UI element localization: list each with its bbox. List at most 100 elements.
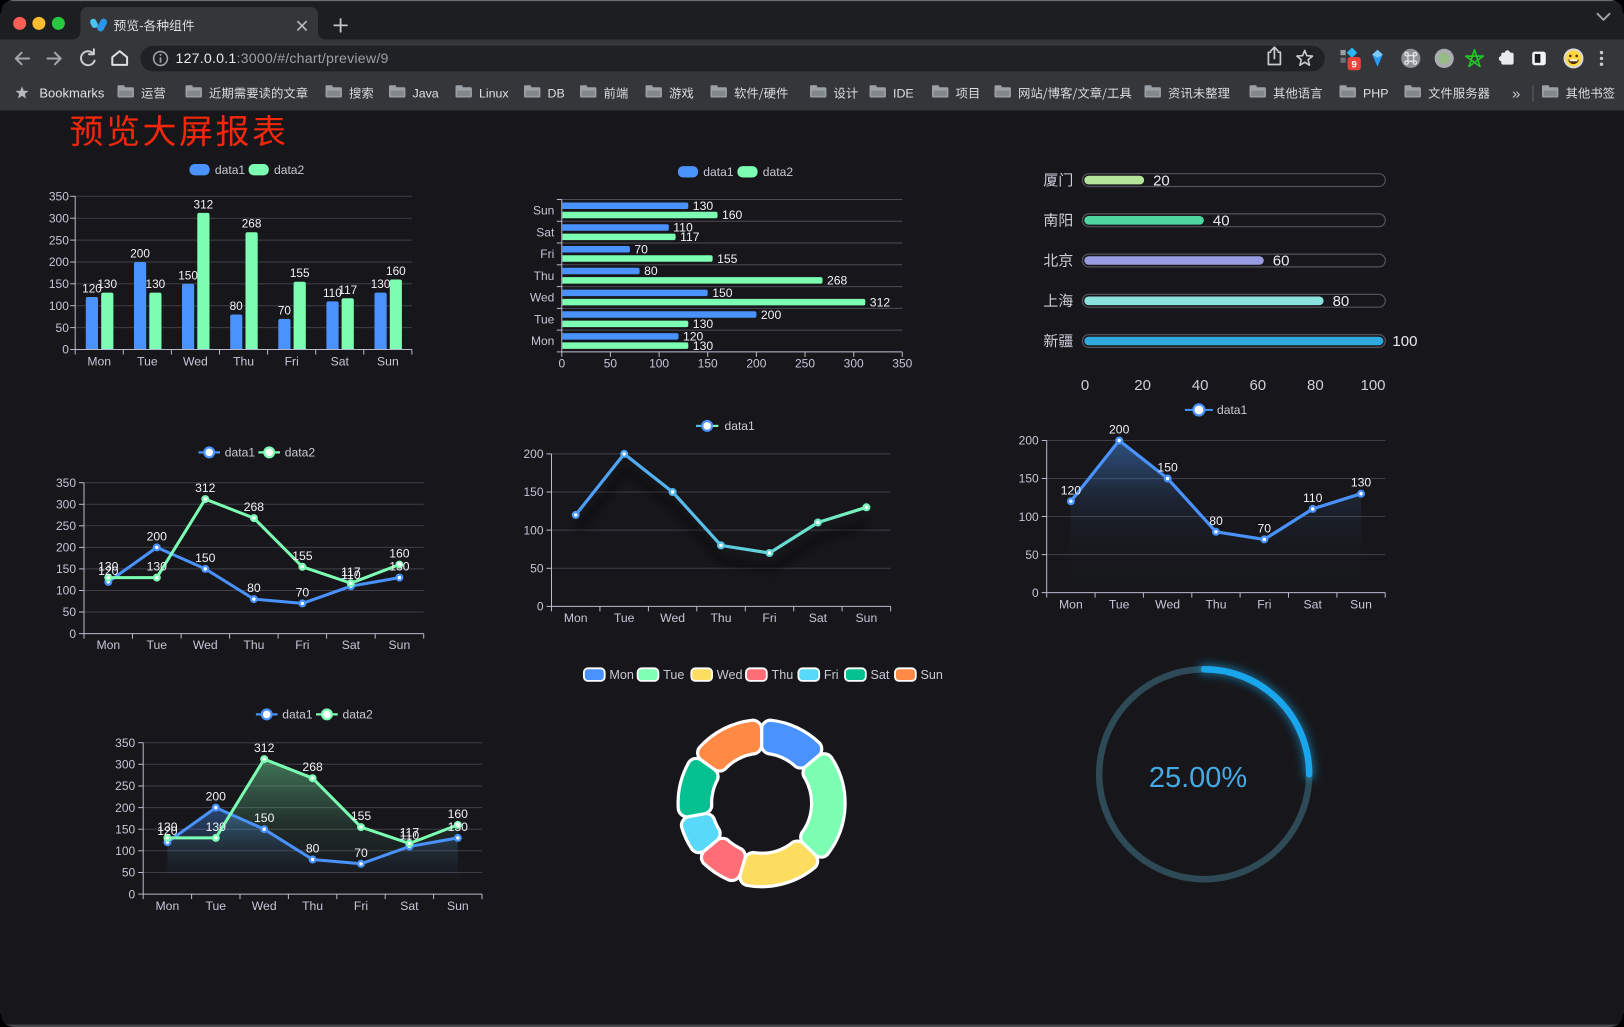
svg-text:Mon: Mon	[87, 355, 111, 369]
svg-text:Mon: Mon	[156, 899, 180, 913]
svg-text:Tue: Tue	[663, 668, 684, 682]
svg-text:20: 20	[1134, 377, 1151, 394]
svg-text:130: 130	[693, 339, 714, 353]
svg-text:150: 150	[254, 811, 275, 825]
svg-text:110: 110	[1303, 491, 1323, 505]
svg-text:Mon: Mon	[564, 611, 588, 625]
svg-text:0: 0	[1081, 377, 1089, 394]
svg-text:110: 110	[341, 568, 361, 582]
svg-text:110: 110	[323, 286, 342, 300]
svg-text:250: 250	[795, 357, 815, 371]
svg-text:50: 50	[56, 321, 70, 335]
svg-text:150: 150	[56, 562, 76, 576]
svg-text:80: 80	[1333, 293, 1350, 310]
svg-text:Thu: Thu	[233, 355, 254, 369]
svg-text:350: 350	[56, 476, 76, 490]
svg-text:Sat: Sat	[400, 899, 419, 913]
svg-text:data2: data2	[343, 708, 374, 722]
svg-text:data1: data1	[282, 708, 313, 722]
svg-text:data2: data2	[763, 165, 794, 179]
svg-text:150: 150	[523, 485, 543, 499]
svg-text:130: 130	[693, 317, 714, 331]
svg-text:268: 268	[302, 760, 323, 774]
svg-text:Thu: Thu	[243, 638, 264, 652]
svg-text:Fri: Fri	[762, 611, 776, 625]
svg-text:150: 150	[1019, 472, 1039, 486]
svg-text:0: 0	[129, 887, 136, 901]
svg-text:20: 20	[1153, 172, 1170, 189]
svg-text:Wed: Wed	[193, 638, 218, 652]
svg-text:80: 80	[247, 581, 261, 595]
svg-text:Sun: Sun	[921, 668, 943, 682]
svg-text:350: 350	[892, 357, 912, 371]
svg-text:200: 200	[147, 529, 168, 543]
svg-text:268: 268	[244, 500, 265, 514]
svg-text:40: 40	[1213, 213, 1230, 230]
svg-text:Thu: Thu	[772, 668, 794, 682]
svg-text:312: 312	[195, 481, 216, 495]
svg-text:117: 117	[400, 826, 420, 840]
svg-text:70: 70	[354, 846, 368, 860]
svg-text:50: 50	[604, 357, 618, 371]
svg-text:50: 50	[530, 562, 544, 576]
svg-text:0: 0	[537, 600, 544, 614]
svg-text:50: 50	[1025, 548, 1039, 562]
svg-text:Tue: Tue	[147, 638, 168, 652]
svg-text:Mon: Mon	[96, 638, 120, 652]
svg-text:150: 150	[712, 286, 733, 300]
svg-text:312: 312	[870, 295, 891, 309]
svg-text:Wed: Wed	[183, 355, 208, 369]
svg-text:70: 70	[1258, 521, 1272, 535]
svg-text:100: 100	[1019, 510, 1039, 524]
svg-text:155: 155	[292, 549, 313, 563]
svg-text:Fri: Fri	[295, 638, 309, 652]
svg-text:120: 120	[98, 564, 119, 578]
svg-text:250: 250	[49, 233, 69, 247]
svg-text:250: 250	[56, 519, 76, 533]
svg-text:160: 160	[448, 807, 469, 821]
svg-text:100: 100	[49, 299, 69, 313]
svg-text:»: »	[1512, 86, 1520, 103]
svg-text:160: 160	[386, 264, 406, 278]
svg-text:Tue: Tue	[534, 312, 555, 326]
svg-text:150: 150	[698, 357, 718, 371]
svg-text:150: 150	[49, 277, 69, 291]
svg-text:130: 130	[147, 560, 168, 574]
svg-text:Sun: Sun	[447, 899, 469, 913]
svg-text:130: 130	[448, 820, 469, 834]
svg-text:Sun: Sun	[377, 355, 399, 369]
svg-text:127.0.0.1:3000/#/chart/preview: 127.0.0.1:3000/#/chart/preview/9	[176, 51, 389, 67]
svg-text:155: 155	[290, 266, 310, 280]
svg-text:data1: data1	[1217, 403, 1248, 417]
svg-text:160: 160	[389, 547, 410, 561]
svg-text:60: 60	[1273, 253, 1290, 270]
svg-text:268: 268	[827, 274, 848, 288]
svg-text:Thu: Thu	[534, 269, 555, 283]
svg-text:100: 100	[115, 844, 135, 858]
svg-text:300: 300	[844, 357, 864, 371]
svg-text:Sat: Sat	[809, 611, 828, 625]
svg-text:100: 100	[1392, 333, 1417, 350]
svg-text:data1: data1	[215, 163, 246, 177]
svg-text:200: 200	[523, 447, 543, 461]
svg-text:130: 130	[389, 560, 410, 574]
svg-text:Mon: Mon	[609, 668, 634, 682]
svg-text:200: 200	[206, 790, 227, 804]
svg-text:Sat: Sat	[331, 355, 350, 369]
svg-text:DB: DB	[548, 87, 565, 101]
svg-text:100: 100	[523, 523, 543, 537]
svg-text:70: 70	[634, 243, 648, 257]
svg-text:Tue: Tue	[137, 355, 158, 369]
svg-text:268: 268	[242, 217, 262, 231]
svg-text:0: 0	[62, 343, 69, 357]
svg-text:Mon: Mon	[1059, 597, 1083, 611]
svg-text:120: 120	[157, 824, 178, 838]
svg-text:70: 70	[278, 303, 292, 317]
svg-text:Fri: Fri	[285, 355, 299, 369]
svg-text:PHP: PHP	[1363, 87, 1388, 101]
svg-text:data1: data1	[725, 419, 756, 433]
svg-text:130: 130	[98, 560, 119, 574]
svg-text:155: 155	[717, 252, 738, 266]
svg-text:300: 300	[49, 211, 69, 225]
svg-text:150: 150	[115, 822, 135, 836]
